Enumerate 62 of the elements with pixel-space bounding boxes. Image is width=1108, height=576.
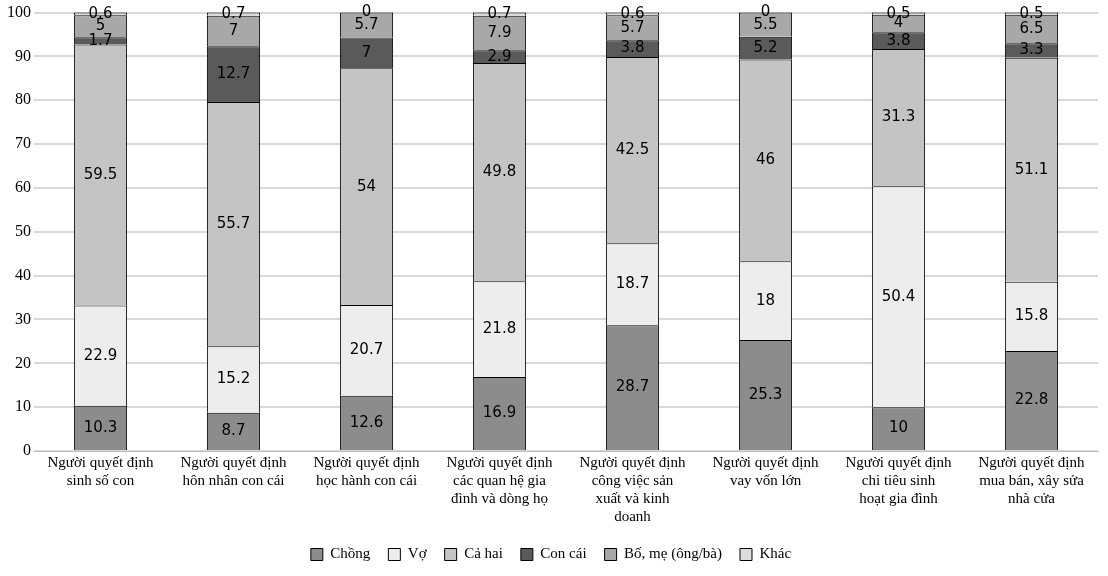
legend-label: Cả hai xyxy=(464,545,503,562)
x-tick-label: Người quyết định công việc sản xuất và kinh doanh xyxy=(579,453,687,524)
data-label: 7.9 xyxy=(487,22,512,41)
x-tick-label: Người quyết định các quan hệ gia đình và dòng họ xyxy=(446,453,554,506)
data-label: 0.7 xyxy=(487,4,512,23)
legend-label: Khác xyxy=(759,545,792,562)
data-label: 28.7 xyxy=(615,377,650,396)
y-tick-label: 0 xyxy=(23,441,31,459)
data-label: 0.7 xyxy=(221,4,246,23)
data-label: 7 xyxy=(361,42,372,61)
x-tick-label: Người quyết định mua bán, xây sửa nhà cửa xyxy=(978,453,1086,506)
x-tick-label: Người quyết định học hành con cái xyxy=(313,453,421,488)
y-tick-label: 50 xyxy=(15,222,31,239)
data-label: 18 xyxy=(755,290,776,309)
data-label: 5.7 xyxy=(620,17,645,36)
y-tick-label: 80 xyxy=(15,90,31,108)
legend-label: Con cái xyxy=(540,545,587,562)
data-label: 22.8 xyxy=(1014,390,1049,409)
data-label: 10 xyxy=(888,418,909,437)
data-label: 16.9 xyxy=(482,403,517,422)
y-tick-label: 10 xyxy=(15,397,31,415)
data-label: 55.7 xyxy=(216,214,251,233)
data-label: 31.3 xyxy=(881,107,916,126)
data-label: 12.7 xyxy=(216,64,251,83)
data-label: 59.5 xyxy=(83,164,118,183)
y-tick-label: 20 xyxy=(15,353,31,371)
data-label: 21.8 xyxy=(482,319,517,338)
data-label: 0 xyxy=(361,2,372,21)
y-tick-label: 60 xyxy=(15,178,31,196)
data-label: 3.3 xyxy=(1019,40,1044,59)
data-label: 5.2 xyxy=(753,38,778,56)
x-tick-label: Người quyết định sinh số con xyxy=(47,453,155,488)
x-tick-label: Người quyết định chi tiêu sinh hoạt gia đình xyxy=(845,453,953,506)
data-label: 25.3 xyxy=(748,384,783,403)
data-label: 12.6 xyxy=(349,412,384,431)
legend-label: Chồng xyxy=(330,545,371,562)
y-tick-label: 70 xyxy=(15,134,31,152)
data-label: 51.1 xyxy=(1014,159,1049,178)
data-label: 2.9 xyxy=(487,46,512,65)
data-label: 3.8 xyxy=(886,30,911,49)
x-tick-label: Người quyết định hôn nhân con cái xyxy=(180,453,288,488)
x-tick-label: Người quyết định vay vốn lớn xyxy=(712,453,820,488)
data-label: 54 xyxy=(356,176,377,195)
data-label: 3.8 xyxy=(620,38,645,57)
data-label: 15.8 xyxy=(1014,306,1049,325)
y-tick-label: 100 xyxy=(7,2,31,20)
y-tick-label: 90 xyxy=(15,46,31,64)
data-label: 10.3 xyxy=(83,417,118,436)
data-label: 7 xyxy=(228,20,239,39)
data-label: 20.7 xyxy=(349,340,384,359)
data-label: 49.8 xyxy=(482,162,517,181)
y-tick-label: 40 xyxy=(15,265,31,283)
data-label: 46 xyxy=(755,150,776,169)
data-label: 8.7 xyxy=(221,421,246,440)
data-label: 42.5 xyxy=(615,139,650,158)
legend-label: Vợ xyxy=(407,545,428,562)
y-tick-label: 30 xyxy=(15,309,31,327)
data-label: 15.2 xyxy=(216,369,251,388)
data-label: 50.4 xyxy=(881,286,916,305)
legend-label: Bố, mẹ (ông/bà) xyxy=(624,545,723,563)
data-label: 18.7 xyxy=(615,274,650,293)
data-label: 22.9 xyxy=(83,345,118,364)
